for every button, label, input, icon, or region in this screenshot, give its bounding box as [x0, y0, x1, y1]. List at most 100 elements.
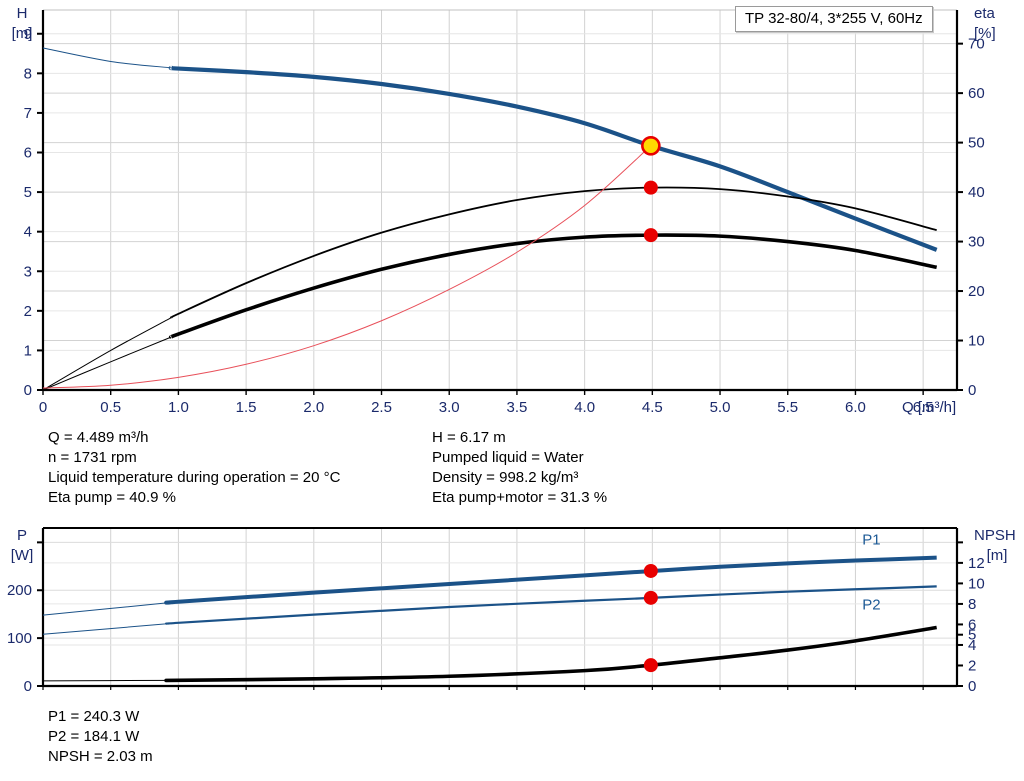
- svg-text:2: 2: [968, 657, 976, 674]
- top-gridlines: [42, 10, 957, 390]
- svg-text:0: 0: [24, 382, 32, 399]
- bottom-curve-labels: P1 P2: [862, 532, 880, 614]
- bottom-axes-frame: [41, 527, 959, 688]
- curve-p2-thin: [42, 622, 172, 635]
- bottom-x-axis: [42, 686, 924, 690]
- svg-text:5.5: 5.5: [777, 399, 798, 416]
- svg-text:0: 0: [24, 678, 32, 695]
- info-liqtemp: Liquid temperature during operation = 20…: [48, 469, 341, 486]
- svg-text:3.0: 3.0: [439, 399, 460, 416]
- head-eta-chart-svg: 0 1 2 3 4 5 6 7 8 9 H [m] 0 10 20 30 40 50 60 70 eta [%] 0 0.5 1…: [12, 5, 996, 416]
- info-eta-pump-motor: Eta pump+motor = 31.3 %: [432, 489, 608, 506]
- svg-text:3: 3: [24, 263, 32, 280]
- curve-p1-thin: [42, 601, 172, 616]
- bottom-gridlines: [42, 528, 957, 686]
- curve-label-p2: P2: [862, 596, 880, 613]
- duty-point-eta-pump-motor: [643, 228, 658, 243]
- svg-text:4.5: 4.5: [642, 399, 663, 416]
- info-etapump: Eta pump = 40.9 %: [48, 489, 176, 506]
- svg-text:20: 20: [968, 283, 985, 300]
- svg-text:NPSH: NPSH: [974, 527, 1016, 544]
- duty-point-eta-pump: [643, 180, 658, 195]
- curve-p1: [164, 555, 937, 605]
- top-left-axis: 0 1 2 3 4 5 6 7 8 9 H [m]: [12, 5, 43, 399]
- svg-text:0: 0: [968, 678, 976, 695]
- curve-head: [168, 65, 938, 252]
- info-n: n = 1731 rpm: [48, 449, 137, 466]
- duty-point-p1: [643, 563, 658, 578]
- bottom-right-axis: 0 2 456 8 10 12 NPSH [m]: [957, 527, 1016, 695]
- info-npsh: NPSH = 2.03 m: [48, 748, 153, 765]
- info-p1: P1 = 240.3 W: [48, 708, 140, 725]
- bottom-left-axis: 0 100 200 P [W]: [7, 527, 43, 695]
- svg-text:5.0: 5.0: [710, 399, 731, 416]
- svg-text:3.5: 3.5: [506, 399, 527, 416]
- info-pumped-liquid: Pumped liquid = Water: [432, 449, 584, 466]
- svg-text:70: 70: [968, 36, 985, 53]
- curve-eta-pump-motor: [168, 233, 938, 339]
- duty-info-bottom: P1 = 240.3 W P2 = 184.1 W NPSH = 2.03 m: [48, 707, 153, 767]
- power-npsh-chart-svg: 0 100 200 P [W] 0 2 456 8 10 12 NPSH [m] P1 P2: [7, 527, 1016, 695]
- svg-text:8: 8: [24, 65, 32, 82]
- top-right-axis: 0 10 20 30 40 50 60 70 eta [%]: [957, 5, 996, 399]
- top-duty-markers: [641, 135, 661, 243]
- svg-text:12: 12: [968, 555, 985, 572]
- duty-info-right: H = 6.17 m Pumped liquid = Water Density…: [432, 428, 607, 508]
- svg-text:eta: eta: [974, 5, 996, 22]
- svg-text:4.0: 4.0: [574, 399, 595, 416]
- svg-text:4: 4: [24, 224, 32, 241]
- svg-text:2.0: 2.0: [303, 399, 324, 416]
- svg-text:50: 50: [968, 135, 985, 152]
- svg-text:6.5: 6.5: [913, 399, 934, 416]
- svg-text:5: 5: [24, 184, 32, 201]
- top-x-axis: 0 0.5 1.0 1.5 2.0 2.5 3.0 3.5 4.0 4.5 5.0 5.5 6.0 6.5…: [39, 390, 956, 416]
- curve-eta-pump: [169, 186, 937, 319]
- svg-text:P: P: [17, 527, 27, 544]
- svg-text:30: 30: [968, 234, 985, 251]
- svg-text:[m]: [m]: [987, 547, 1008, 564]
- svg-text:4: 4: [968, 637, 976, 654]
- svg-text:6: 6: [968, 616, 976, 633]
- info-q: Q = 4.489 m³/h: [48, 429, 149, 446]
- svg-text:100: 100: [7, 630, 32, 647]
- svg-text:2: 2: [24, 303, 32, 320]
- svg-text:1.0: 1.0: [168, 399, 189, 416]
- svg-text:[%]: [%]: [974, 25, 996, 42]
- pump-model-title-box: TP 32-80/4, 3*255 V, 60Hz: [735, 6, 933, 32]
- info-p2: P2 = 184.1 W: [48, 728, 140, 745]
- svg-text:Q [m³/h]: Q [m³/h]: [902, 399, 956, 416]
- bottom-duty-markers: [643, 563, 658, 673]
- svg-text:1: 1: [24, 342, 32, 359]
- svg-text:6.0: 6.0: [845, 399, 866, 416]
- duty-point-npsh: [643, 658, 658, 673]
- svg-text:1.5: 1.5: [236, 399, 257, 416]
- svg-text:9: 9: [24, 26, 32, 43]
- curve-eta-pump-motor-thin: [42, 336, 172, 391]
- svg-text:0.5: 0.5: [100, 399, 121, 416]
- svg-text:2.5: 2.5: [371, 399, 392, 416]
- power-npsh-chart: 0 100 200 P [W] 0 2 4 5 6 8 10 12 NPSH [m] P1 P2: [0, 518, 1024, 703]
- svg-text:200: 200: [7, 582, 32, 599]
- svg-text:[m]: [m]: [12, 25, 33, 42]
- curve-duty: [42, 145, 652, 389]
- svg-text:5: 5: [968, 627, 976, 644]
- curve-npsh: [164, 625, 937, 683]
- curve-label-p1: P1: [862, 532, 880, 549]
- duty-info-left: Q = 4.489 m³/h n = 1731 rpm Liquid tempe…: [48, 428, 340, 508]
- svg-text:H: H: [17, 5, 28, 22]
- info-density: Density = 998.2 kg/m³: [432, 469, 579, 486]
- svg-text:10: 10: [968, 575, 985, 592]
- info-h: H = 6.17 m: [432, 429, 506, 446]
- svg-text:[W]: [W]: [11, 547, 34, 564]
- curve-eta-pump-thin: [42, 317, 172, 391]
- svg-text:8: 8: [968, 596, 976, 613]
- duty-point-head: [641, 135, 661, 156]
- head-eta-chart: 0 1 2 3 4 5 6 7 8 9 H [m] 0 10 20 30 40 50 60 70 eta [%] 0 0.5 1…: [12, 5, 996, 416]
- svg-text:7: 7: [24, 105, 32, 122]
- svg-text:0: 0: [968, 382, 976, 399]
- svg-text:60: 60: [968, 85, 985, 102]
- svg-text:10: 10: [968, 333, 985, 350]
- curve-head-thin: [42, 47, 172, 69]
- svg-text:6: 6: [24, 145, 32, 162]
- bottom-curves: [42, 555, 937, 683]
